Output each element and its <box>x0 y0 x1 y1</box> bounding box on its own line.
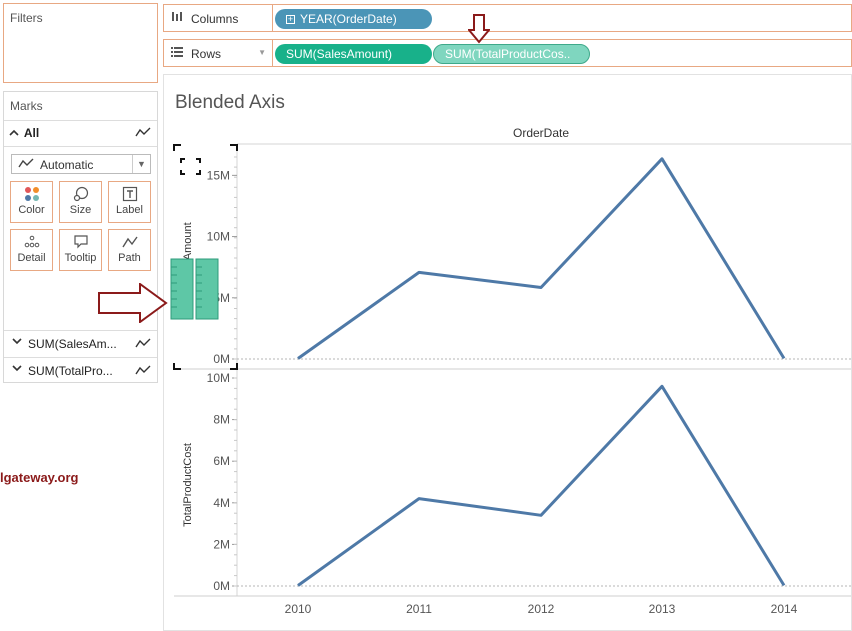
marks-all-label: All <box>23 126 40 140</box>
cost-pane: 0M 2M 4M 6M 8M 10M TotalProductCost <box>182 371 851 593</box>
axis-drop-ruler-icon <box>170 258 219 320</box>
rows-shelf-label: Rows ▼ <box>164 40 273 66</box>
x-tick-label: 2013 <box>649 602 676 616</box>
line-mark-icon <box>18 157 34 172</box>
series-line[interactable] <box>297 384 786 587</box>
chevron-up-icon[interactable] <box>9 126 21 140</box>
y-tick-label: 0M <box>213 352 230 366</box>
rows-icon <box>171 46 183 60</box>
rows-shelf[interactable]: Rows ▼ SUM(SalesAmount) SUM(TotalProduct… <box>163 39 852 67</box>
year-orderdate-pill[interactable]: + YEAR(OrderDate) <box>275 9 432 29</box>
pill-label: YEAR(OrderDate) <box>300 12 397 26</box>
y-tick-label: 6M <box>213 454 230 468</box>
detail-dots-icon <box>11 230 52 252</box>
size-circles-icon <box>60 182 101 204</box>
annotation-arrow-down <box>466 14 492 47</box>
path-line-icon <box>109 230 150 252</box>
size-label: Size <box>69 204 92 216</box>
divider <box>4 357 157 358</box>
x-axis-ticks: 2010 2011 2012 2013 2014 <box>285 602 798 616</box>
y-tick-label: 8M <box>213 413 230 427</box>
path-button[interactable]: Path <box>108 229 151 271</box>
y-tick-label: 10M <box>207 371 230 385</box>
chevron-down-icon[interactable] <box>12 337 22 348</box>
size-button[interactable]: Size <box>59 181 102 223</box>
axis-selection-corners <box>173 144 238 370</box>
plus-box-icon[interactable]: + <box>286 14 295 25</box>
label-label: Label <box>116 204 143 216</box>
measure-sales-row[interactable]: SUM(SalesAm... <box>4 332 157 356</box>
y-tick-label: 15M <box>207 168 230 182</box>
marks-card: Marks All Automatic ▼ Color Size Label <box>3 91 158 383</box>
x-tick-label: 2014 <box>771 602 798 616</box>
y-axis-title: TotalProductCost <box>182 443 194 527</box>
divider <box>4 146 157 147</box>
sum-salesamount-pill[interactable]: SUM(SalesAmount) <box>275 44 432 64</box>
column-header: OrderDate <box>513 126 569 140</box>
line-mark-icon <box>135 126 151 141</box>
x-tick-label: 2012 <box>528 602 555 616</box>
columns-icon <box>171 11 183 25</box>
series-line[interactable] <box>297 157 786 360</box>
path-label: Path <box>118 252 141 264</box>
y-tick-label: 2M <box>213 537 230 551</box>
columns-shelf-label: Columns <box>164 5 273 31</box>
x-tick-label: 2011 <box>406 602 432 616</box>
pill-label: SUM(TotalProductCos.. <box>445 47 571 61</box>
measure-cost-label: SUM(TotalPro... <box>28 364 113 378</box>
color-button[interactable]: Color <box>10 181 53 223</box>
site-watermark: lgateway.org <box>0 470 79 485</box>
pill-label: SUM(SalesAmount) <box>286 47 393 61</box>
text-label-icon <box>109 182 150 204</box>
measure-sales-label: SUM(SalesAm... <box>28 337 117 351</box>
color-label: Color <box>18 204 45 216</box>
color-dots-icon <box>11 182 52 204</box>
worksheet-view: Blended Axis OrderDate 0M 5M 10M 15M SalesAm… <box>163 74 852 631</box>
filters-shelf[interactable]: Filters <box>3 3 158 83</box>
chevron-down-icon[interactable]: ▼ <box>258 48 266 57</box>
chevron-down-icon[interactable] <box>12 364 22 375</box>
chevron-down-icon[interactable]: ▼ <box>132 155 150 173</box>
columns-shelf[interactable]: Columns + YEAR(OrderDate) <box>163 4 852 32</box>
mark-type-dropdown[interactable]: Automatic ▼ <box>11 154 151 174</box>
line-mark-icon <box>135 337 151 352</box>
tooltip-button[interactable]: Tooltip <box>59 229 102 271</box>
mark-type-value: Automatic <box>40 158 94 172</box>
columns-label: Columns <box>191 12 239 26</box>
detail-button[interactable]: Detail <box>10 229 53 271</box>
speech-bubble-icon <box>60 230 101 252</box>
y-tick-label: 10M <box>207 230 230 244</box>
marks-title: Marks <box>10 99 43 113</box>
measure-cost-row[interactable]: SUM(TotalPro... <box>4 359 157 383</box>
annotation-arrow-right <box>98 282 168 326</box>
sheet-title: Blended Axis <box>175 92 285 113</box>
y-tick-label: 0M <box>213 579 230 593</box>
rows-label: Rows <box>191 47 222 61</box>
tooltip-label: Tooltip <box>64 252 97 264</box>
divider <box>4 330 157 331</box>
label-button[interactable]: Label <box>108 181 151 223</box>
line-mark-icon <box>135 364 151 379</box>
divider <box>4 120 157 121</box>
sum-totalproductcost-pill[interactable]: SUM(TotalProductCos.. <box>433 44 590 64</box>
x-tick-label: 2010 <box>285 602 312 616</box>
detail-label: Detail <box>17 252 46 264</box>
filters-title: Filters <box>10 11 43 25</box>
marks-all-row[interactable]: All <box>9 126 155 144</box>
y-tick-label: 4M <box>213 496 230 510</box>
